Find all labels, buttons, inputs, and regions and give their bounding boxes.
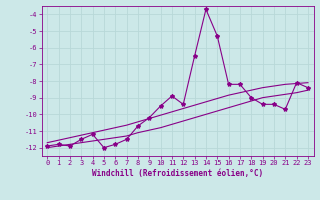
X-axis label: Windchill (Refroidissement éolien,°C): Windchill (Refroidissement éolien,°C) (92, 169, 263, 178)
